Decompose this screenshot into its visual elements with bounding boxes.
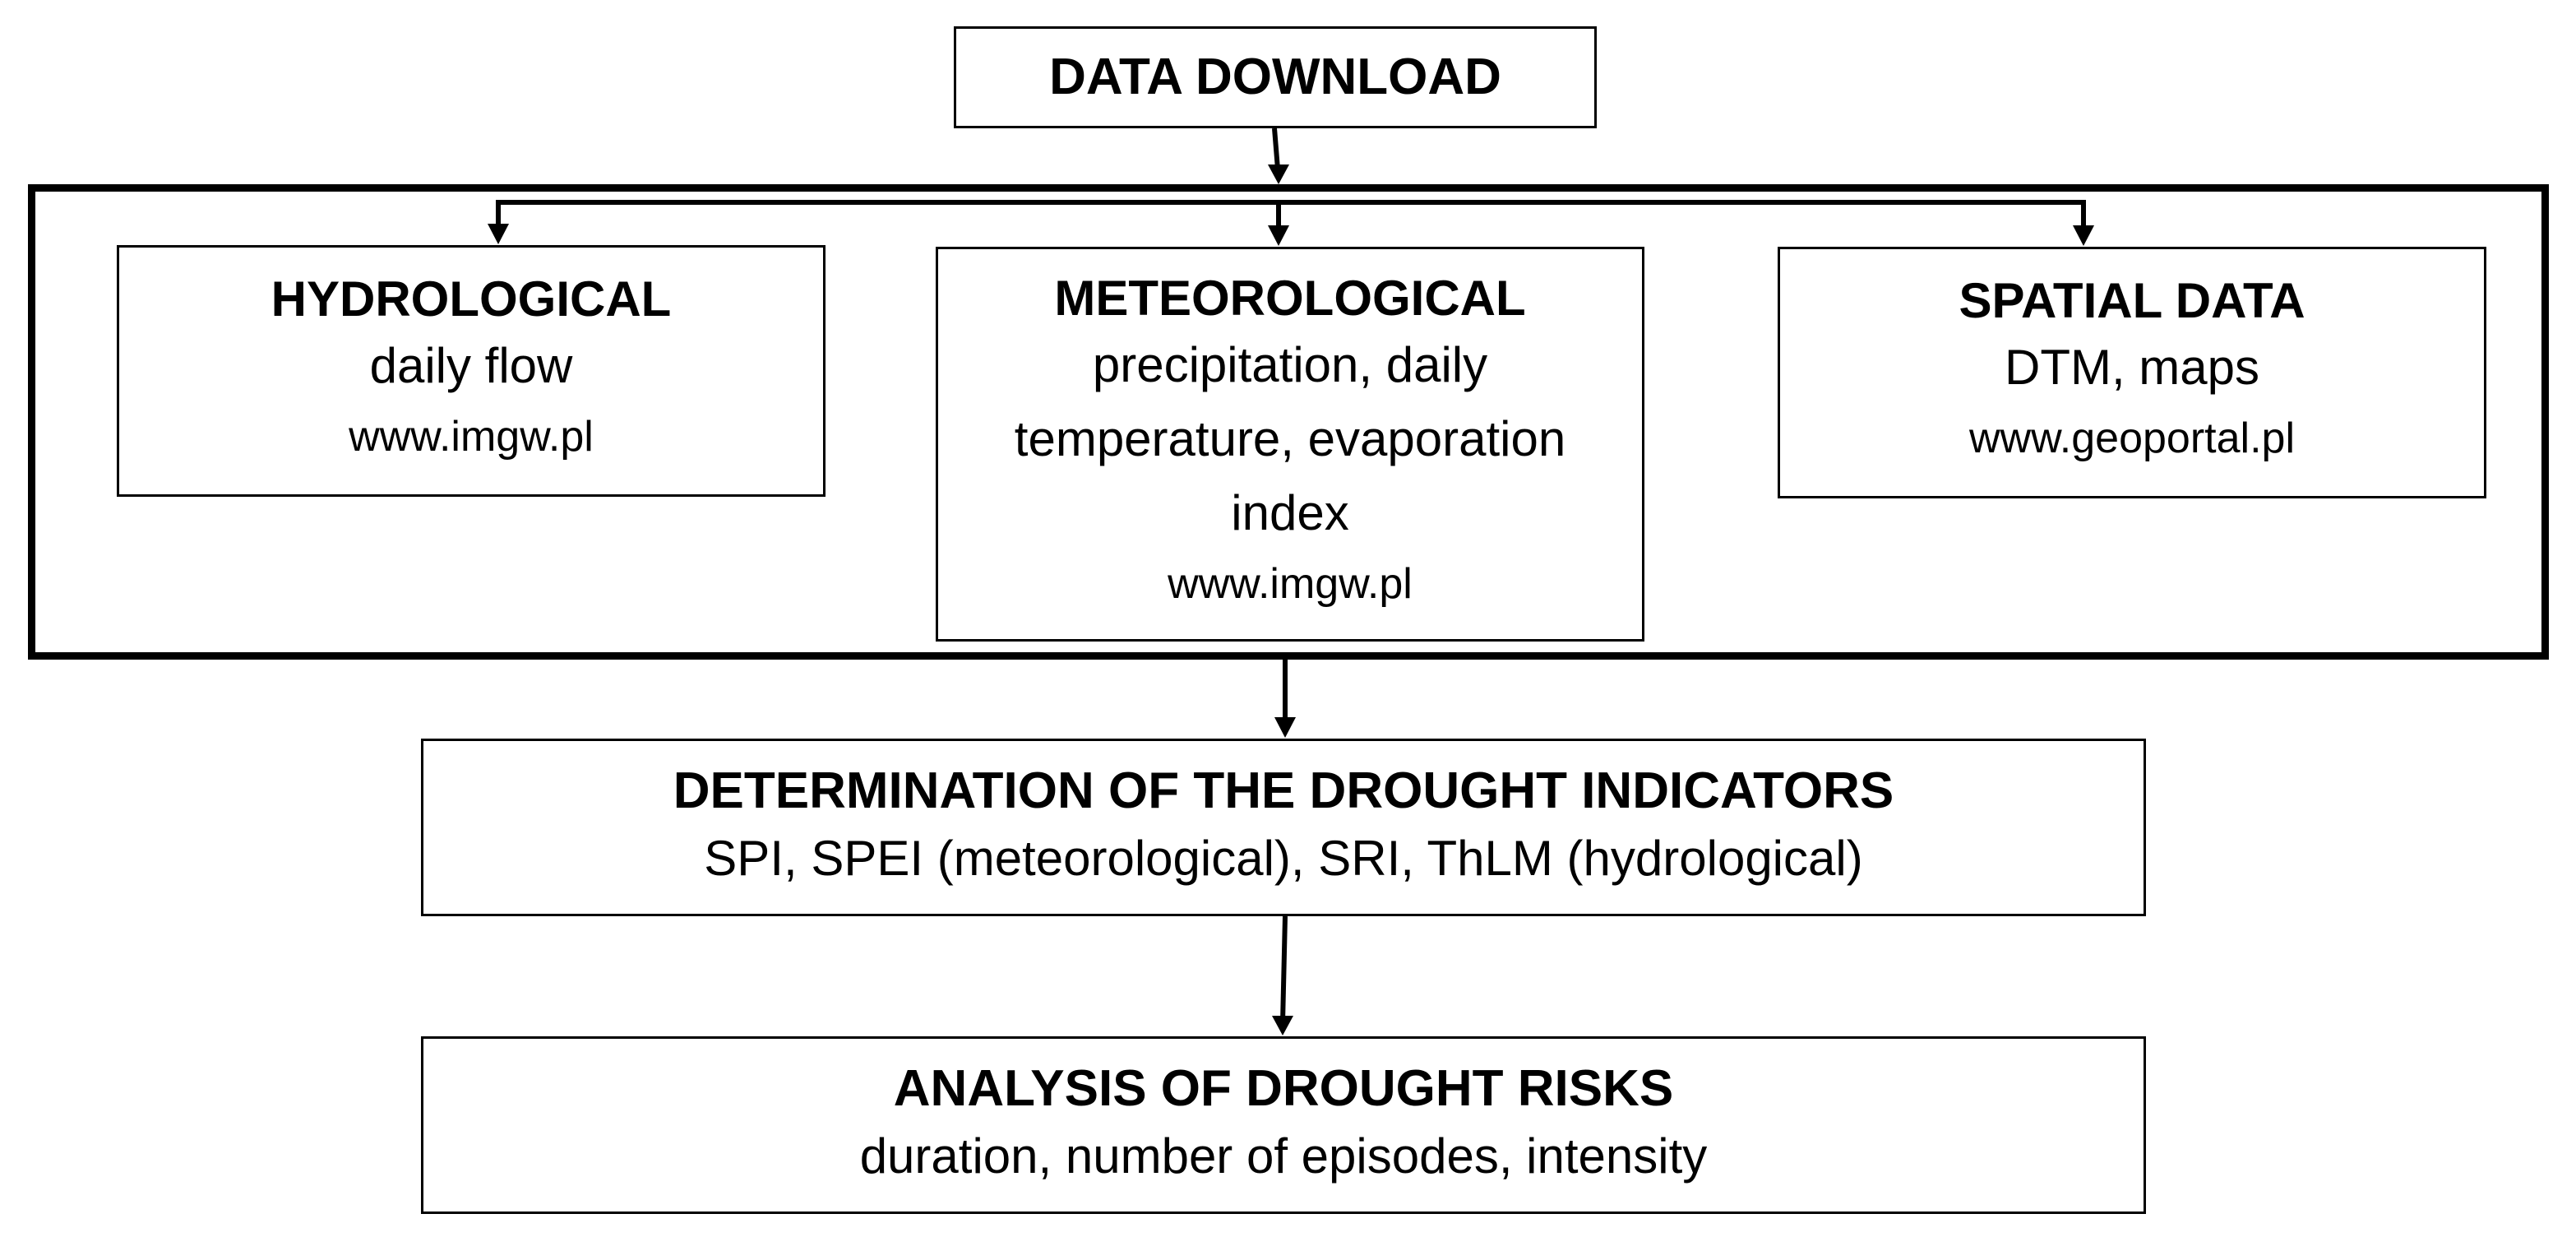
arrowhead-download — [1268, 164, 1289, 184]
data-download-box: DATA DOWNLOAD — [954, 26, 1597, 128]
arrowhead-risks — [1272, 1016, 1293, 1035]
arrow-indicators-to-risks — [1280, 915, 1288, 1024]
data-download-title: DATA DOWNLOAD — [1049, 48, 1501, 105]
arrowhead-indicators — [1274, 717, 1296, 738]
hydrological-source: www.imgw.pl — [349, 413, 594, 461]
drought-risks-title: ANALYSIS OF DROUGHT RISKS — [893, 1060, 1674, 1118]
drought-indicators-description: SPI, SPEI (meteorological), SRI, ThLM (h… — [704, 830, 1863, 886]
meteorological-title: METEOROLOGICAL — [1054, 271, 1526, 327]
drought-indicators-box: DETERMINATION OF THE DROUGHT INDICATORS … — [421, 739, 2146, 916]
drought-indicators-title: DETERMINATION OF THE DROUGHT INDICATORS — [673, 762, 1894, 820]
meteorological-box: METEOROLOGICAL precipitation, daily temp… — [936, 247, 1644, 642]
hydrological-box: HYDROLOGICAL daily flow www.imgw.pl — [117, 245, 826, 497]
hydrological-title: HYDROLOGICAL — [271, 271, 672, 327]
arrowhead-meteorological — [1268, 225, 1289, 246]
drought-risks-box: ANALYSIS OF DROUGHT RISKS duration, numb… — [421, 1036, 2146, 1214]
spatial-data-title: SPATIAL DATA — [1959, 273, 2305, 329]
spatial-data-source: www.geoportal.pl — [1969, 415, 2295, 463]
drought-risks-description: duration, number of episodes, intensity — [859, 1128, 1708, 1184]
arrowhead-spatial — [2073, 225, 2094, 246]
spatial-data-description: DTM, maps — [2004, 340, 2260, 396]
arrowhead-hydrological — [488, 224, 509, 244]
data-sources-group — [28, 184, 2549, 660]
hydrological-description: daily flow — [369, 338, 573, 394]
spatial-data-box: SPATIAL DATA DTM, maps www.geoportal.pl — [1778, 247, 2486, 498]
meteorological-description: precipitation, daily temperature, evapor… — [1014, 337, 1566, 541]
meteorological-source: www.imgw.pl — [1168, 560, 1413, 609]
